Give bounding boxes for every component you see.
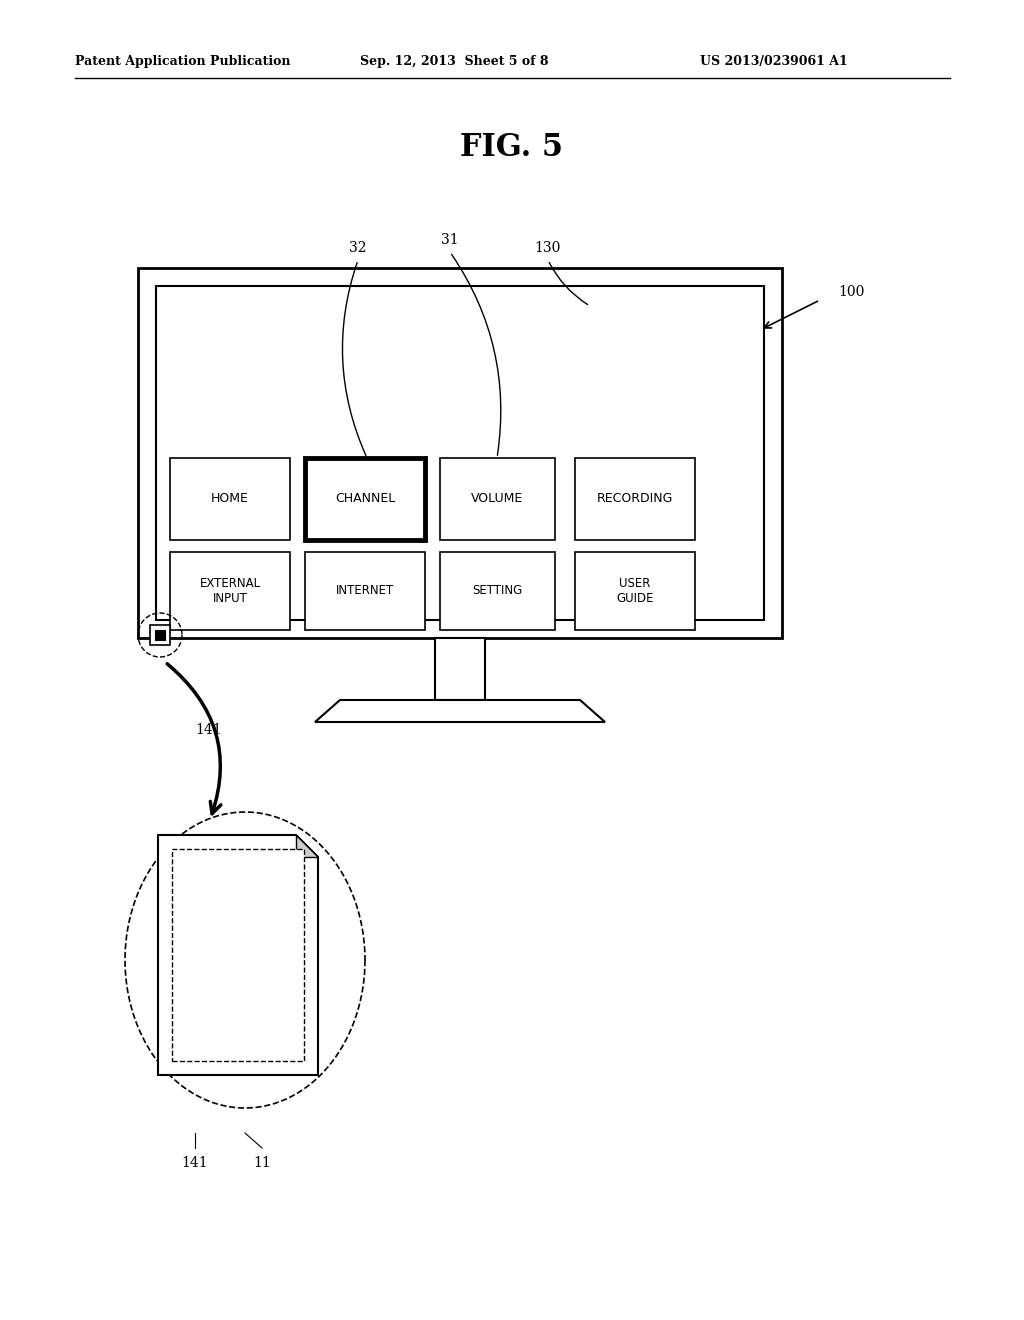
Bar bbox=[305, 552, 425, 630]
Text: FIG. 5: FIG. 5 bbox=[461, 132, 563, 164]
Bar bbox=[440, 552, 555, 630]
Polygon shape bbox=[158, 836, 318, 1074]
Bar bbox=[575, 458, 695, 540]
Polygon shape bbox=[315, 700, 605, 722]
Bar bbox=[435, 638, 485, 700]
Text: US 2013/0239061 A1: US 2013/0239061 A1 bbox=[700, 55, 848, 69]
Text: 32: 32 bbox=[349, 242, 367, 255]
Text: Patent Application Publication: Patent Application Publication bbox=[75, 55, 291, 69]
Polygon shape bbox=[296, 836, 318, 857]
Text: 141: 141 bbox=[181, 1156, 208, 1170]
Text: 141: 141 bbox=[195, 723, 221, 737]
Bar bbox=[156, 286, 764, 620]
Text: 11: 11 bbox=[253, 1156, 271, 1170]
Text: 100: 100 bbox=[838, 285, 864, 300]
Bar bbox=[575, 552, 695, 630]
Text: INTERNET: INTERNET bbox=[336, 585, 394, 598]
Bar bbox=[155, 630, 165, 640]
Bar bbox=[172, 849, 304, 1061]
Text: HOME: HOME bbox=[211, 492, 249, 506]
Bar bbox=[440, 458, 555, 540]
Text: 31: 31 bbox=[441, 234, 459, 247]
Text: USER
GUIDE: USER GUIDE bbox=[616, 577, 653, 605]
Bar bbox=[150, 624, 170, 645]
Bar bbox=[305, 458, 425, 540]
Bar bbox=[138, 268, 782, 638]
Text: EXTERNAL
INPUT: EXTERNAL INPUT bbox=[200, 577, 260, 605]
Text: VOLUME: VOLUME bbox=[471, 492, 523, 506]
Text: RECORDING: RECORDING bbox=[597, 492, 673, 506]
Text: Sep. 12, 2013  Sheet 5 of 8: Sep. 12, 2013 Sheet 5 of 8 bbox=[360, 55, 549, 69]
Text: 130: 130 bbox=[535, 242, 561, 255]
Text: SETTING: SETTING bbox=[472, 585, 522, 598]
Bar bbox=[170, 458, 290, 540]
Bar bbox=[170, 552, 290, 630]
Text: CHANNEL: CHANNEL bbox=[335, 492, 395, 506]
